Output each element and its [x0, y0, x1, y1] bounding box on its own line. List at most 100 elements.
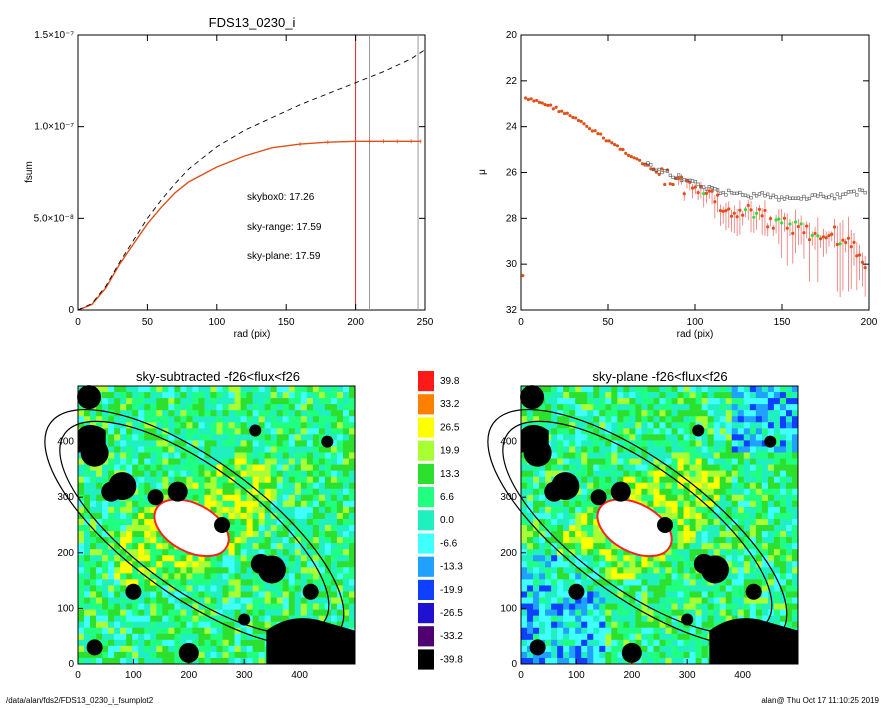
data-point	[702, 191, 706, 196]
heatmap-cell	[641, 555, 648, 562]
heatmap-cell	[671, 482, 678, 490]
heatmap-cell	[336, 452, 344, 459]
heatmap-cell	[677, 603, 684, 611]
heatmap-cell	[342, 506, 350, 514]
heatmap-cell	[701, 422, 709, 429]
heatmap-cell	[174, 458, 181, 465]
heatmap-cell	[198, 567, 205, 574]
heatmap-cell	[258, 422, 266, 429]
heatmap-cell	[96, 494, 103, 502]
heatmap-cell	[120, 543, 127, 550]
data-point-open	[780, 195, 784, 199]
heatmap-cell	[108, 404, 115, 411]
heatmap-cell	[324, 573, 332, 580]
heatmap-cell	[258, 609, 266, 617]
heatmap-cell	[120, 657, 127, 665]
heatmap-cell	[767, 470, 775, 478]
heatmap-cell	[198, 434, 205, 441]
heatmap-cell	[629, 482, 636, 490]
heatmap-cell	[539, 573, 546, 580]
heatmap-cell	[683, 500, 691, 508]
heatmap-cell	[689, 657, 697, 665]
heatmap-cell	[653, 555, 660, 562]
heatmap-cell	[252, 446, 260, 453]
heatmap-cell	[180, 597, 187, 604]
heatmap-cell	[575, 537, 582, 544]
heatmap-cell	[234, 398, 241, 405]
heatmap-cell	[725, 500, 733, 508]
masked-bright-star	[266, 618, 355, 664]
heatmap-cell	[785, 579, 793, 586]
heatmap-cell	[719, 609, 727, 617]
heatmap-cell	[617, 645, 624, 653]
heatmap-cell	[114, 422, 121, 429]
heatmap-cell	[587, 621, 594, 629]
heatmap-cell	[270, 512, 278, 520]
heatmap-cell	[617, 549, 624, 556]
heatmap-cell	[581, 657, 588, 665]
heatmap-cell	[617, 392, 624, 399]
data-point-open	[807, 196, 812, 201]
heatmap-cell	[168, 543, 175, 550]
heatmap-cell	[276, 549, 284, 556]
heatmap-cell	[533, 597, 540, 604]
heatmap-cell	[611, 627, 618, 635]
heatmap-cell	[683, 633, 691, 641]
heatmap-cell	[569, 446, 576, 453]
heatmap-cell	[563, 651, 570, 659]
heatmap-cell	[533, 543, 540, 550]
heatmap-cell	[216, 609, 223, 617]
heatmap-cell	[252, 651, 260, 659]
data-point-open	[830, 193, 834, 197]
heatmap-cell	[641, 597, 648, 604]
heatmap-cell	[312, 410, 320, 417]
heatmap-cell	[659, 446, 666, 453]
heatmap-cell	[623, 422, 630, 429]
heatmap-cell	[695, 392, 703, 399]
x-tick-label: 0	[518, 317, 524, 328]
heatmap-cell	[653, 398, 660, 405]
heatmap-cell	[162, 567, 169, 574]
heatmap-cell	[216, 657, 223, 665]
heatmap-cell	[761, 470, 769, 478]
heatmap-cell	[737, 518, 745, 526]
heatmap-cell	[731, 488, 739, 496]
heatmap-cell	[689, 470, 697, 478]
heatmap-cell	[258, 525, 266, 532]
heatmap-cell	[767, 422, 775, 429]
heatmap-cell	[563, 428, 570, 435]
heatmap-cell	[156, 633, 163, 641]
heatmap-cell	[545, 537, 552, 544]
heatmap-cell	[761, 416, 769, 423]
heatmap-cell	[593, 645, 600, 653]
heatmap-cell	[791, 458, 799, 465]
heatmap-cell	[701, 506, 709, 514]
heatmap-cell	[677, 392, 684, 399]
heatmap-cell	[677, 386, 684, 393]
heatmap-cell	[162, 464, 169, 472]
heatmap-cell	[90, 416, 97, 423]
heatmap-cell	[198, 392, 205, 399]
heatmap-cell	[168, 428, 175, 435]
heatmap-cell	[767, 561, 775, 568]
heatmap-cell	[593, 603, 600, 611]
heatmap-cell	[228, 434, 235, 441]
data-point	[635, 157, 639, 161]
heatmap-cell	[647, 434, 654, 441]
heatmap-cell	[767, 386, 775, 393]
heatmap-cell	[767, 518, 775, 526]
data-point-open	[835, 192, 839, 196]
heatmap-cell	[246, 404, 254, 411]
heatmap-cell	[228, 464, 235, 472]
heatmap-cell	[216, 506, 223, 514]
heatmap-cell	[264, 591, 272, 598]
heatmap-cell	[551, 555, 558, 562]
heatmap-cell	[294, 579, 302, 586]
heatmap-cell	[767, 458, 775, 465]
heatmap-cell	[348, 597, 356, 604]
heatmap-cell	[785, 470, 793, 478]
masked-source	[745, 583, 762, 600]
heatmap-cell	[186, 404, 193, 411]
heatmap-cell	[216, 645, 223, 653]
data-point-open	[718, 191, 723, 195]
